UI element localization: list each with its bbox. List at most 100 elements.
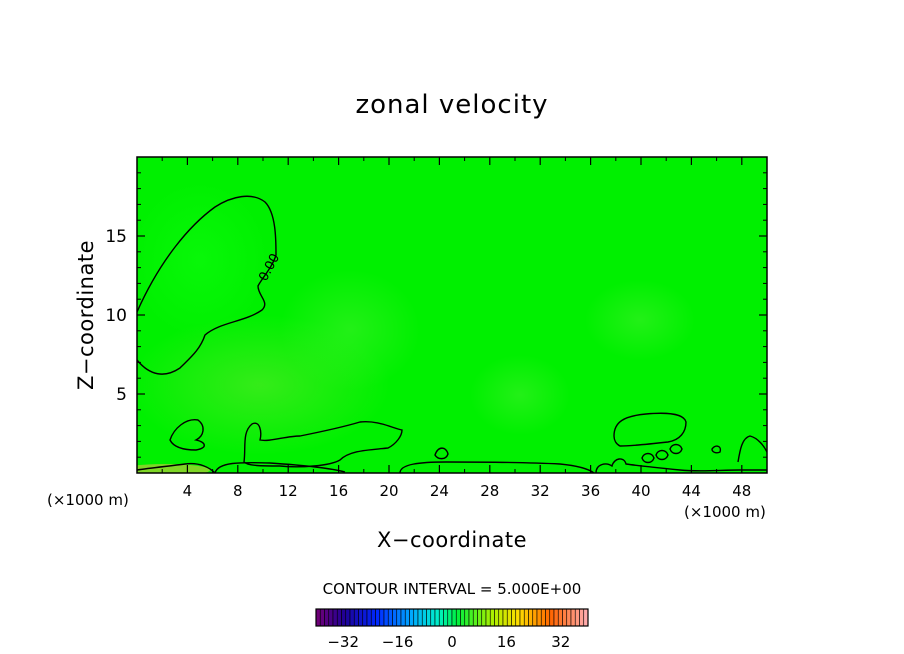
colorbar-cell	[519, 608, 525, 627]
contour-bottom-left-blob	[169, 419, 205, 451]
colorbar-cell	[417, 608, 423, 627]
x-axis: 4 8 12 16 20 24 28 32 36 40 44 48	[161, 157, 751, 500]
colorbar-cell	[332, 608, 338, 627]
colorbar-tick-label: 16	[497, 633, 516, 651]
contour-bump-center	[434, 447, 449, 460]
field-shade-bottom-left	[137, 464, 210, 473]
x-tick-label: 48	[732, 482, 751, 500]
contour-floor-right	[399, 461, 595, 473]
colorbar-cell	[549, 608, 555, 627]
colorbar-cell	[545, 608, 551, 627]
colorbar-cell	[455, 608, 461, 627]
contour-right-small-loop-1	[641, 452, 655, 464]
y-tick-label: 10	[105, 306, 127, 326]
colorbar-cell	[481, 608, 487, 627]
colorbar-cell	[315, 608, 321, 627]
colorbar-cell	[579, 608, 585, 627]
contour-lines	[137, 195, 767, 473]
x-tick-label: 28	[480, 482, 499, 500]
colorbar-ticks: −32 −16 0 16 32	[327, 633, 570, 651]
colorbar-cell	[396, 608, 402, 627]
colorbar-cell	[324, 608, 330, 627]
colorbar-cell	[583, 608, 589, 627]
chart-title: zonal velocity	[355, 90, 548, 120]
colorbar-tick-label: −32	[327, 633, 359, 651]
contour-interval-text: CONTOUR INTERVAL = 5.000E+00	[323, 580, 582, 598]
y-tick-label: 5	[116, 385, 127, 405]
colorbar-cell	[472, 608, 478, 627]
colorbar	[315, 608, 589, 627]
colorbar-cell	[392, 608, 398, 627]
contour-right-small-loop-3	[669, 443, 683, 455]
colorbar-cell	[515, 608, 521, 627]
colorbar-cell	[464, 608, 470, 627]
x-tick-label: 12	[279, 482, 298, 500]
x-unit-left: (×1000 m)	[47, 491, 129, 509]
colorbar-cell	[353, 608, 359, 627]
colorbar-cell	[358, 608, 364, 627]
colorbar-cell	[536, 608, 542, 627]
contour-right-small-loop-2	[655, 449, 669, 461]
y-tick-label: 15	[105, 227, 127, 247]
colorbar-cell	[511, 608, 517, 627]
colorbar-cell	[387, 608, 393, 627]
colorbar-cell	[570, 608, 576, 627]
colorbar-cell	[506, 608, 512, 627]
colorbar-cell	[566, 608, 572, 627]
colorbar-tick-label: 32	[551, 633, 570, 651]
colorbar-cell	[485, 608, 491, 627]
colorbar-tick-label: −16	[382, 633, 414, 651]
colorbar-cell	[574, 608, 580, 627]
x-axis-label: X−coordinate	[377, 528, 527, 552]
colorbar-cell	[366, 608, 372, 627]
colorbar-cell	[447, 608, 453, 627]
x-tick-label: 36	[581, 482, 600, 500]
colorbar-cell	[379, 608, 385, 627]
colorbar-cell	[494, 608, 500, 627]
colorbar-cell	[562, 608, 568, 627]
colorbar-cell	[341, 608, 347, 627]
colorbar-cell	[404, 608, 410, 627]
colorbar-cell	[409, 608, 415, 627]
colorbar-cell	[413, 608, 419, 627]
colorbar-frame	[315, 608, 589, 627]
field-shade-right-center	[470, 355, 570, 435]
plot-area: 0.00	[137, 157, 767, 473]
contour-floor-center	[214, 461, 346, 473]
colorbar-cell	[443, 608, 449, 627]
colorbar-cell	[319, 608, 325, 627]
colorbar-cell	[400, 608, 406, 627]
contour-far-right	[737, 435, 767, 463]
colorbar-cell	[328, 608, 334, 627]
colorbar-cell	[477, 608, 483, 627]
colorbar-cell	[553, 608, 559, 627]
contour-right-small-loop-4	[711, 445, 722, 454]
field-shade-right	[585, 280, 695, 360]
colorbar-cell	[345, 608, 351, 627]
colorbar-tick-label: 0	[447, 633, 457, 651]
contour-floor-far-right	[595, 458, 767, 473]
x-tick-label: 40	[631, 482, 650, 500]
field-shade-center	[280, 270, 420, 390]
x-tick-label: 44	[682, 482, 701, 500]
x-tick-label: 8	[233, 482, 243, 500]
contour-upper-left	[137, 195, 277, 375]
x-tick-label: 32	[531, 482, 550, 500]
colorbar-cell	[438, 608, 444, 627]
colorbar-cell	[370, 608, 376, 627]
colorbar-cell	[426, 608, 432, 627]
colorbar-cell	[430, 608, 436, 627]
contour-right-blob	[613, 412, 687, 447]
colorbar-cell	[421, 608, 427, 627]
colorbar-cell	[451, 608, 457, 627]
colorbar-cell	[460, 608, 466, 627]
x-tick-label: 24	[430, 482, 449, 500]
colorbar-cell	[498, 608, 504, 627]
y-axis-label: Z−coordinate	[74, 240, 98, 390]
contour-floor-left	[137, 462, 216, 473]
contour-bottom-center	[243, 420, 403, 468]
colorbar-cell	[489, 608, 495, 627]
colorbar-cell	[468, 608, 474, 627]
colorbar-cell	[532, 608, 538, 627]
